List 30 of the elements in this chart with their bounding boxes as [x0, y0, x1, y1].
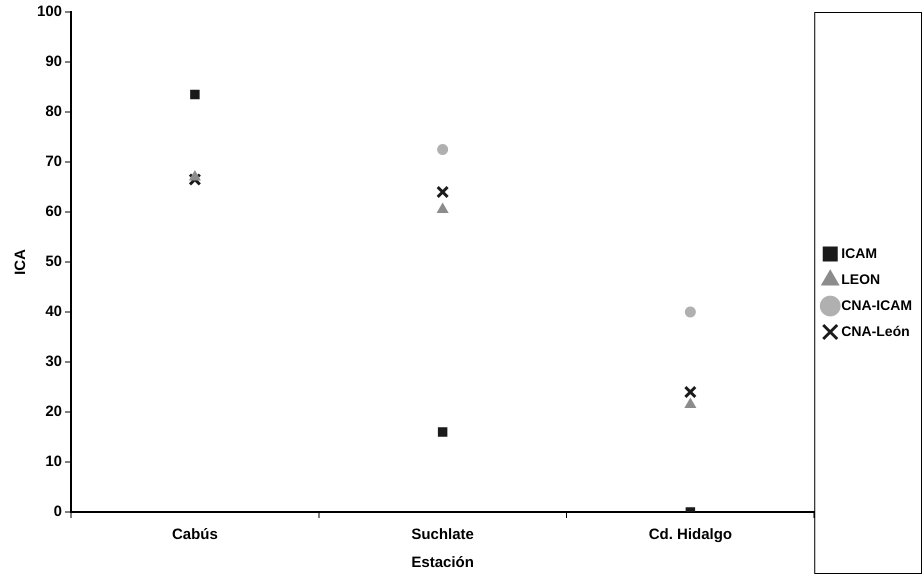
- point: [189, 170, 201, 180]
- y-tick-label: 50: [45, 253, 62, 270]
- y-tick-label: 100: [36, 3, 62, 20]
- x-axis-title: Estación: [411, 554, 474, 572]
- y-tick-label: 60: [45, 203, 62, 220]
- y-tick-label: 80: [45, 103, 62, 120]
- legend-label: LEON: [841, 270, 880, 287]
- point: [684, 306, 696, 318]
- y-tick-label: 10: [45, 453, 62, 470]
- point: [684, 398, 696, 408]
- y-tick-label: 20: [45, 403, 62, 420]
- x-tick-label: Cd. Hidalgo: [648, 526, 732, 544]
- x-tick-label: Suchlate: [411, 526, 474, 544]
- legend-label: CNA-ICAM: [841, 296, 912, 313]
- point: [436, 186, 450, 198]
- y-tick-label: 70: [45, 153, 62, 170]
- legend-label: ICAM: [841, 244, 878, 261]
- point: [437, 144, 448, 155]
- point: [190, 90, 200, 100]
- point: [188, 173, 202, 186]
- y-tick-label: 90: [45, 53, 62, 70]
- y-tick-label: 0: [54, 503, 62, 520]
- point: [436, 203, 448, 213]
- x-tick-label: Cabús: [172, 526, 218, 544]
- y-tick-label: 30: [45, 353, 62, 370]
- legend-label: CNA-León: [841, 322, 910, 339]
- y-tick-label: 40: [45, 303, 62, 320]
- y-axis-title: ICA: [12, 248, 30, 275]
- point: [438, 427, 448, 437]
- point: [684, 386, 697, 398]
